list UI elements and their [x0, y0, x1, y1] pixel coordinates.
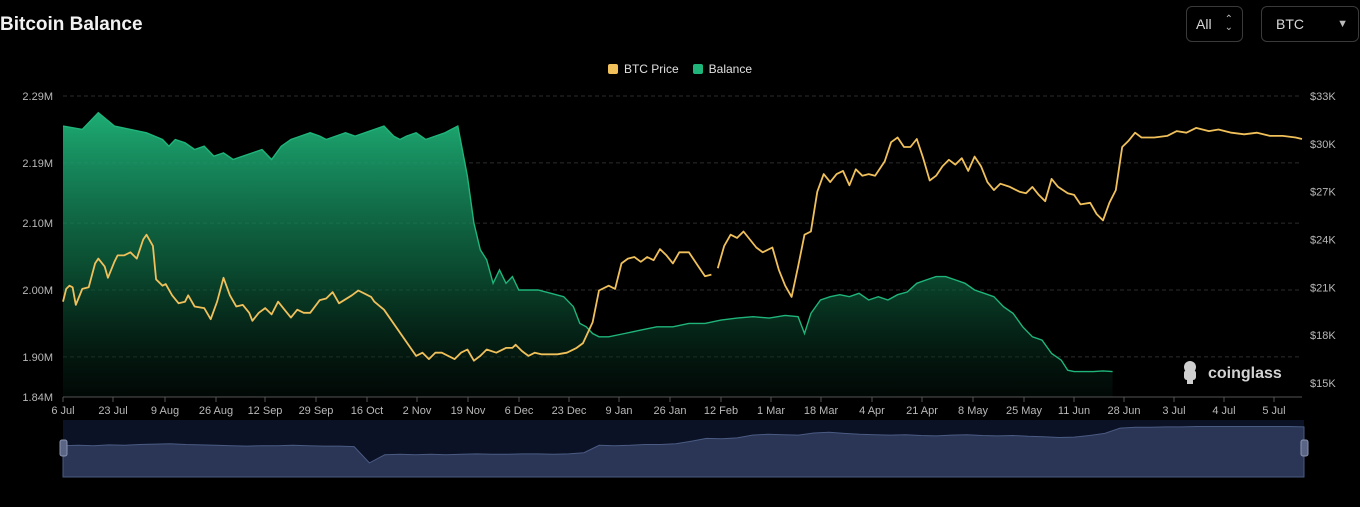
x-tick-label: 23 Dec: [552, 405, 587, 417]
watermark-text: coinglass: [1208, 365, 1282, 382]
coinglass-logo-icon: [1184, 361, 1196, 384]
x-tick-label: 11 Jun: [1058, 405, 1090, 417]
y-right-tick-label: $27K: [1310, 187, 1336, 199]
price-line-layer: [62, 127, 1303, 362]
y-left-tick-label: 2.10M: [22, 218, 53, 230]
y-right-tick-label: $21K: [1310, 282, 1336, 294]
x-tick-label: 3 Jul: [1162, 405, 1185, 417]
x-tick-label: 25 May: [1006, 405, 1043, 417]
x-tick-label: 23 Jul: [98, 405, 127, 417]
legend-label-price: BTC Price: [623, 62, 679, 76]
y-left-tick-label: 1.84M: [22, 392, 53, 404]
x-tick-label: 9 Aug: [151, 405, 179, 417]
x-tick-label: 4 Apr: [859, 405, 885, 417]
x-tick-label: 29 Sep: [299, 405, 334, 417]
legend-swatch-balance: [692, 64, 703, 74]
y-right-tick-label: $18K: [1310, 330, 1336, 342]
x-tick-label: 6 Dec: [505, 405, 534, 417]
x-tick-label: 9 Jan: [606, 405, 633, 417]
x-tick-label: 19 Nov: [451, 405, 486, 417]
navigator-handle-left[interactable]: [59, 439, 68, 457]
x-tick-label: 5 Jul: [1262, 405, 1285, 417]
chart-legend: BTC Price Balance: [0, 62, 1360, 76]
asset-select[interactable]: BTC ▼: [1261, 6, 1359, 42]
range-select-value: All: [1196, 16, 1212, 32]
chevron-down-icon: ▼: [1337, 18, 1348, 30]
page-title: Bitcoin Balance: [0, 14, 143, 35]
y-right-tick-label: $33K: [1310, 91, 1336, 103]
navigator-layer: [59, 420, 1309, 478]
asset-select-value: BTC: [1276, 16, 1304, 32]
x-tick-label: 26 Aug: [199, 405, 233, 417]
x-tick-label: 18 Mar: [804, 405, 839, 417]
balance-area: [63, 112, 1113, 397]
y-right-tick-label: $30K: [1310, 139, 1336, 151]
x-tick-label: 4 Jul: [1212, 405, 1235, 417]
range-select[interactable]: All ⌃ ⌄: [1186, 6, 1243, 42]
y-left-tick-label: 1.90M: [22, 352, 53, 364]
x-tick-label: 21 Apr: [906, 405, 938, 417]
x-tick-label: 2 Nov: [403, 405, 432, 417]
x-tick-label: 8 May: [958, 405, 988, 417]
watermark-layer: coinglass: [1184, 361, 1282, 384]
sort-arrows-icon: ⌃ ⌄: [1224, 14, 1233, 33]
legend-swatch-price: [607, 64, 618, 74]
legend-label-balance: Balance: [708, 62, 753, 76]
x-tick-label: 26 Jan: [653, 405, 686, 417]
navigator-series: [62, 426, 1305, 478]
axis-layer: 2.29M 2.19M 2.10M 2.00M 1.90M 1.84M $33K $30K $2…: [22, 91, 1336, 417]
legend-item-balance[interactable]: Balance: [692, 62, 753, 76]
y-left-tick-label: 2.00M: [22, 285, 53, 297]
y-right-tick-label: $15K: [1310, 378, 1336, 390]
y-left-tick-label: 2.29M: [22, 91, 53, 103]
x-tick-label: 12 Sep: [248, 405, 283, 417]
price-line-segment: [716, 127, 1303, 298]
legend-item-price[interactable]: BTC Price: [607, 62, 679, 76]
x-tick-label: 6 Jul: [51, 405, 74, 417]
x-tick-label: 1 Mar: [757, 405, 785, 417]
price-line-segment: [62, 233, 712, 362]
y-left-tick-label: 2.19M: [22, 158, 53, 170]
balance-line: [62, 111, 1113, 373]
balance-area-layer: [62, 111, 1113, 397]
x-tick-label: 28 Jun: [1107, 405, 1140, 417]
x-tick-label: 16 Oct: [351, 405, 383, 417]
navigator-handle-right[interactable]: [1300, 439, 1309, 457]
y-right-tick-label: $24K: [1310, 235, 1336, 247]
x-tick-label: 12 Feb: [704, 405, 738, 417]
